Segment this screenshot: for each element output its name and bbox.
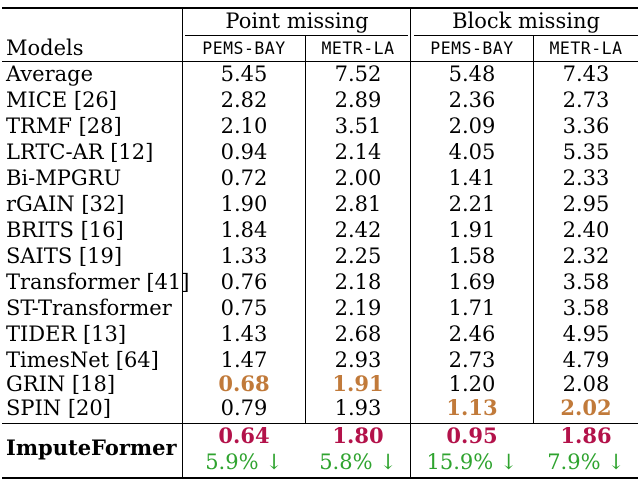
col-divider-point-datasets bbox=[305, 36, 306, 423]
table-cell: 1.58 bbox=[448, 244, 496, 268]
ours-rule bbox=[2, 423, 638, 424]
table-cell: 3.51 bbox=[334, 114, 382, 138]
table-cell: 2.73 bbox=[562, 88, 610, 112]
group-header-block: Block missing bbox=[452, 9, 600, 33]
dataset-header: PEMS-BAY bbox=[430, 39, 514, 58]
table-cell: 1.33 bbox=[220, 244, 268, 268]
dataset-header: PEMS-BAY bbox=[202, 39, 286, 58]
second-best-cell: 1.13 bbox=[446, 395, 498, 420]
table-cell: 2.81 bbox=[334, 192, 382, 216]
model-name: MICE [26] bbox=[6, 88, 117, 112]
group-underline-point bbox=[185, 35, 408, 36]
improvement-cell: 15.9% ↓ bbox=[426, 450, 518, 474]
table-cell: 3.58 bbox=[562, 270, 610, 294]
table-cell: 2.46 bbox=[448, 322, 496, 346]
group-underline-block bbox=[414, 35, 638, 36]
table-cell: 3.58 bbox=[562, 296, 610, 320]
table-cell: 2.21 bbox=[448, 192, 496, 216]
model-name: TRMF [28] bbox=[6, 114, 122, 138]
table-cell: 4.79 bbox=[562, 348, 610, 372]
table-cell: 3.36 bbox=[562, 114, 610, 138]
table-cell: 5.35 bbox=[562, 140, 610, 164]
table-cell: 1.47 bbox=[220, 348, 268, 372]
table-cell: 5.45 bbox=[220, 62, 268, 86]
second-best-cell: 1.91 bbox=[332, 371, 384, 396]
bottom-rule bbox=[2, 477, 638, 479]
table-cell: 2.19 bbox=[334, 296, 382, 320]
col-divider-models bbox=[182, 9, 183, 477]
table-cell: 2.33 bbox=[562, 166, 610, 190]
model-name: GRIN [18] bbox=[6, 372, 116, 396]
model-name: BRITS [16] bbox=[6, 218, 124, 242]
model-name: SPIN [20] bbox=[6, 396, 111, 420]
table-cell: 2.18 bbox=[334, 270, 382, 294]
dataset-header: METR-LA bbox=[549, 39, 623, 58]
table-cell: 4.95 bbox=[562, 322, 610, 346]
improvement-cell: 5.8% ↓ bbox=[319, 450, 397, 474]
best-cell: 1.86 bbox=[560, 423, 612, 448]
table-cell: 2.68 bbox=[334, 322, 382, 346]
improvement-cell: 5.9% ↓ bbox=[205, 450, 283, 474]
table-cell: 2.25 bbox=[334, 244, 382, 268]
model-name: LRTC-AR [12] bbox=[6, 140, 154, 164]
table-cell: 0.94 bbox=[220, 140, 268, 164]
table-cell: 2.00 bbox=[334, 166, 382, 190]
models-header: Models bbox=[6, 36, 84, 60]
table-cell: 2.89 bbox=[334, 88, 382, 112]
model-name: Bi-MPGRU bbox=[6, 166, 122, 190]
best-cell: 0.64 bbox=[218, 423, 270, 448]
table-cell: 1.90 bbox=[220, 192, 268, 216]
model-name: TimesNet [64] bbox=[6, 348, 159, 372]
model-name: ST-Transformer bbox=[6, 296, 172, 320]
model-name: Average bbox=[6, 62, 94, 86]
top-rule bbox=[2, 7, 638, 9]
model-name: rGAIN [32] bbox=[6, 192, 125, 216]
table-cell: 2.14 bbox=[334, 140, 382, 164]
ours-model-name: ImputeFormer bbox=[6, 435, 177, 460]
table-cell: 0.76 bbox=[220, 270, 268, 294]
table-cell: 1.69 bbox=[448, 270, 496, 294]
table-cell: 2.09 bbox=[448, 114, 496, 138]
second-best-cell: 0.68 bbox=[218, 371, 270, 396]
dataset-header: METR-LA bbox=[321, 39, 395, 58]
table-cell: 2.10 bbox=[220, 114, 268, 138]
table-cell: 2.08 bbox=[562, 372, 610, 396]
table-cell: 7.43 bbox=[562, 62, 610, 86]
table-cell: 2.36 bbox=[448, 88, 496, 112]
model-name: SAITS [19] bbox=[6, 244, 123, 268]
second-best-cell: 2.02 bbox=[560, 395, 612, 420]
table-cell: 2.93 bbox=[334, 348, 382, 372]
table-cell: 0.79 bbox=[220, 396, 268, 420]
table-cell: 2.40 bbox=[562, 218, 610, 242]
table-cell: 1.93 bbox=[334, 396, 382, 420]
col-divider-block-datasets bbox=[533, 36, 534, 423]
table-cell: 2.42 bbox=[334, 218, 382, 242]
model-name: Transformer [41] bbox=[6, 270, 190, 294]
header-rule bbox=[2, 61, 638, 62]
table-cell: 4.05 bbox=[448, 140, 496, 164]
table-cell: 1.41 bbox=[448, 166, 496, 190]
table-cell: 2.32 bbox=[562, 244, 610, 268]
best-cell: 1.80 bbox=[332, 423, 384, 448]
improvement-cell: 7.9% ↓ bbox=[547, 450, 625, 474]
table-cell: 1.43 bbox=[220, 322, 268, 346]
group-header-point: Point missing bbox=[225, 9, 369, 33]
table-cell: 1.91 bbox=[448, 218, 496, 242]
table-cell: 1.71 bbox=[448, 296, 496, 320]
table-cell: 0.72 bbox=[220, 166, 268, 190]
col-divider-groups bbox=[410, 9, 411, 477]
table-cell: 1.20 bbox=[448, 372, 496, 396]
model-name: TIDER [13] bbox=[6, 322, 127, 346]
table-cell: 1.84 bbox=[220, 218, 268, 242]
table-cell: 5.48 bbox=[448, 62, 496, 86]
best-cell: 0.95 bbox=[446, 423, 498, 448]
table-cell: 2.73 bbox=[448, 348, 496, 372]
table-cell: 2.95 bbox=[562, 192, 610, 216]
table-cell: 2.82 bbox=[220, 88, 268, 112]
table-cell: 7.52 bbox=[334, 62, 382, 86]
table-cell: 0.75 bbox=[220, 296, 268, 320]
